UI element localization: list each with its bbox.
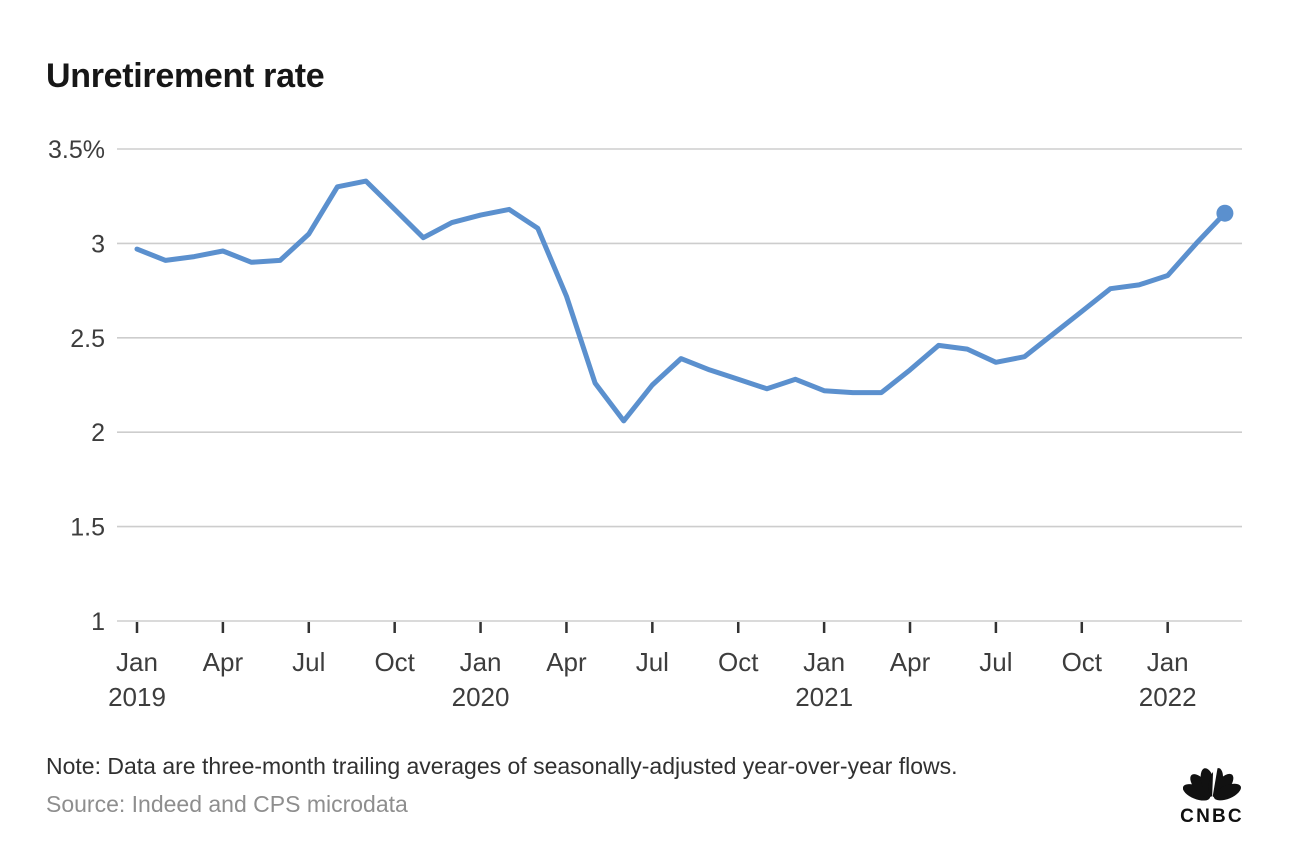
chart-note: Note: Data are three-month trailing aver… xyxy=(46,753,958,779)
x-axis-year-label: 2021 xyxy=(795,682,853,712)
y-axis-label: 1.5 xyxy=(70,514,105,542)
x-axis-year-label: 2022 xyxy=(1139,682,1197,712)
x-axis-month-label: Jul xyxy=(292,647,325,677)
x-axis-month-label: Jul xyxy=(979,647,1012,677)
x-axis-month-label: Oct xyxy=(718,647,759,677)
x-axis-month-label: Oct xyxy=(374,647,415,677)
cnbc-peacock-icon xyxy=(1182,765,1241,801)
x-axis-month-label: Jan xyxy=(803,647,845,677)
x-axis-month-label: Jan xyxy=(116,647,158,677)
x-axis-month-label: Apr xyxy=(890,647,931,677)
y-axis-label: 3 xyxy=(91,230,105,258)
end-point-marker xyxy=(1216,204,1234,222)
line-chart: 3.5% 3 2.5 2 1.5 1 Jan 2019 Apr Jul Oct Jan 2020 Apr J… xyxy=(48,136,1242,712)
y-axis-label: 3.5% xyxy=(48,136,105,164)
x-axis-month-label: Jan xyxy=(1147,647,1189,677)
page-title: Unretirement rate xyxy=(46,57,325,95)
cnbc-logo: CNBC xyxy=(1178,758,1246,828)
x-axis-month-label: Apr xyxy=(546,647,587,677)
x-axis-year-label: 2020 xyxy=(452,682,510,712)
x-axis-month-label: Jul xyxy=(636,647,669,677)
y-axis-label: 2 xyxy=(91,419,105,447)
x-axis-year-label: 2019 xyxy=(108,682,166,712)
x-axis-month-label: Jan xyxy=(460,647,502,677)
chart-source: Source: Indeed and CPS microdata xyxy=(46,791,408,817)
y-axis-label: 2.5 xyxy=(70,325,105,353)
x-axis-month-label: Apr xyxy=(203,647,244,677)
cnbc-wordmark: CNBC xyxy=(1180,806,1244,827)
x-axis-month-label: Oct xyxy=(1062,647,1103,677)
y-axis-label: 1 xyxy=(91,608,105,636)
data-line xyxy=(134,178,1228,424)
